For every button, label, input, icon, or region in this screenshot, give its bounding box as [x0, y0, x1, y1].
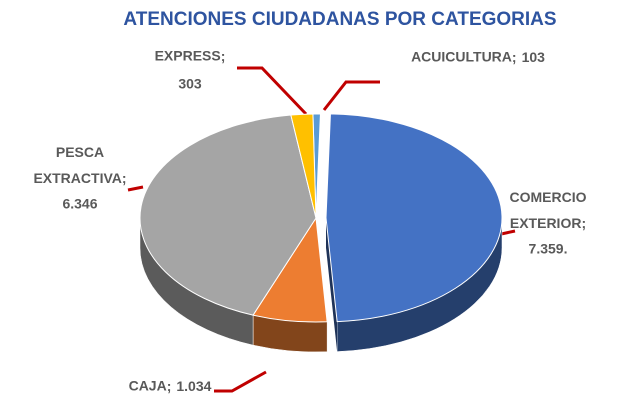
- category-label: COMERCIO EXTERIOR;: [510, 189, 587, 231]
- slice: [139, 114, 317, 316]
- slice-cut: [325, 217, 338, 352]
- category-label: ACUICULTURA; 103: [411, 49, 545, 65]
- label-separator: ;: [512, 49, 517, 65]
- value-label: 303: [178, 76, 202, 92]
- label-separator: ;: [581, 215, 586, 231]
- label-line: PESCA: [56, 144, 104, 160]
- leader-line: [322, 80, 380, 111]
- value-label: 7.359.: [529, 241, 568, 257]
- category-label: CAJA; 1.034: [129, 378, 212, 394]
- leader-line: [237, 66, 308, 116]
- label-separator: ;: [167, 378, 172, 394]
- label-line: COMERCIO: [510, 189, 587, 205]
- leader-lines: [127, 66, 516, 393]
- category-label: PESCA EXTRACTIVA;: [33, 144, 126, 186]
- label-separator: ;: [221, 48, 226, 64]
- category-label: EXPRESS;: [155, 48, 226, 64]
- slice: [290, 113, 317, 219]
- slice: [325, 113, 503, 323]
- value-label: 6.346: [62, 196, 97, 212]
- label-line: EXTRACTIVA: [33, 170, 121, 186]
- leader-line: [127, 185, 144, 192]
- pie: [139, 113, 503, 353]
- value-label: 103: [522, 49, 546, 65]
- label-line: EXTERIOR: [510, 215, 582, 231]
- leader-line: [214, 370, 267, 393]
- label-separator: ;: [122, 170, 127, 186]
- value-label: 1.034: [176, 378, 211, 394]
- chart-title: ATENCIONES CIUDADANAS POR CATEGORIAS: [123, 9, 556, 30]
